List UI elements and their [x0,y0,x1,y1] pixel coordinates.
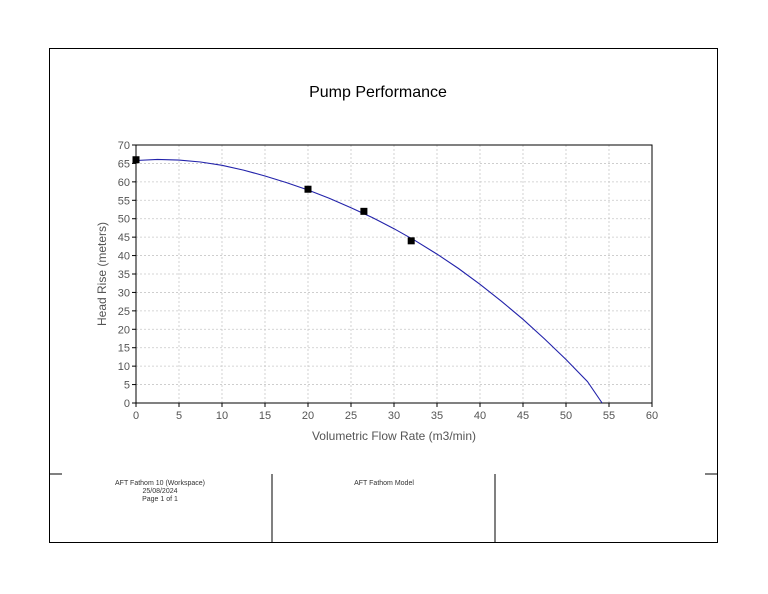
pump-curve-line [135,158,603,404]
x-tick-label: 40 [474,410,486,422]
x-tick-label: 35 [431,410,443,422]
x-tick-label: 45 [517,410,529,422]
data-point-marker [360,207,368,215]
grid-lines [136,145,652,403]
x-tick-label: 15 [259,410,271,422]
series-layer [132,156,603,404]
data-point-marker [407,237,415,245]
page-frame [49,48,718,543]
footer-left-block: AFT Fathom 10 (Workspace) 25/08/2024 Pag… [90,480,230,504]
x-axis-label: Volumetric Flow Rate (m3/min) [312,429,476,443]
x-tick-label: 0 [133,410,139,422]
y-tick-label: 40 [118,251,130,263]
footer-lines [49,473,718,543]
data-point-marker [304,185,312,193]
footer-software-name: AFT Fathom 10 (Workspace) [115,480,205,487]
y-tick-label: 60 [118,177,130,189]
y-tick-label: 70 [118,140,130,152]
x-tick-label: 30 [388,410,400,422]
x-tick-label: 50 [560,410,572,422]
y-tick-label: 15 [118,343,130,355]
y-axis-label: Head Rise (meters) [95,222,109,326]
data-point-marker [132,156,140,164]
y-tick-label: 45 [118,232,130,244]
x-tick-label: 10 [216,410,228,422]
x-tick-label: 55 [603,410,615,422]
footer-model-name: AFT Fathom Model [354,480,414,487]
footer-page-number: Page 1 of 1 [142,496,178,503]
y-tick-label: 0 [124,398,130,410]
y-tick-label: 10 [118,361,130,373]
y-tick-label: 55 [118,195,130,207]
y-tick-label: 20 [118,324,130,336]
x-tick-label: 20 [302,410,314,422]
y-tick-label: 5 [124,380,130,392]
x-tick-label: 60 [646,410,658,422]
y-tick-label: 65 [118,158,130,170]
y-tick-label: 50 [118,214,130,226]
y-tick-label: 25 [118,306,130,318]
axis-ticks: 0 5 10 15 20 25 30 35 40 45 50 55 60 0 5 10 15 20 25 30 35 40… [118,140,658,422]
footer-date: 25/08/2024 [142,488,178,495]
y-tick-label: 35 [118,269,130,281]
chart-title: Pump Performance [309,84,447,101]
y-tick-label: 30 [118,287,130,299]
x-tick-label: 25 [345,410,357,422]
x-tick-label: 5 [176,410,182,422]
